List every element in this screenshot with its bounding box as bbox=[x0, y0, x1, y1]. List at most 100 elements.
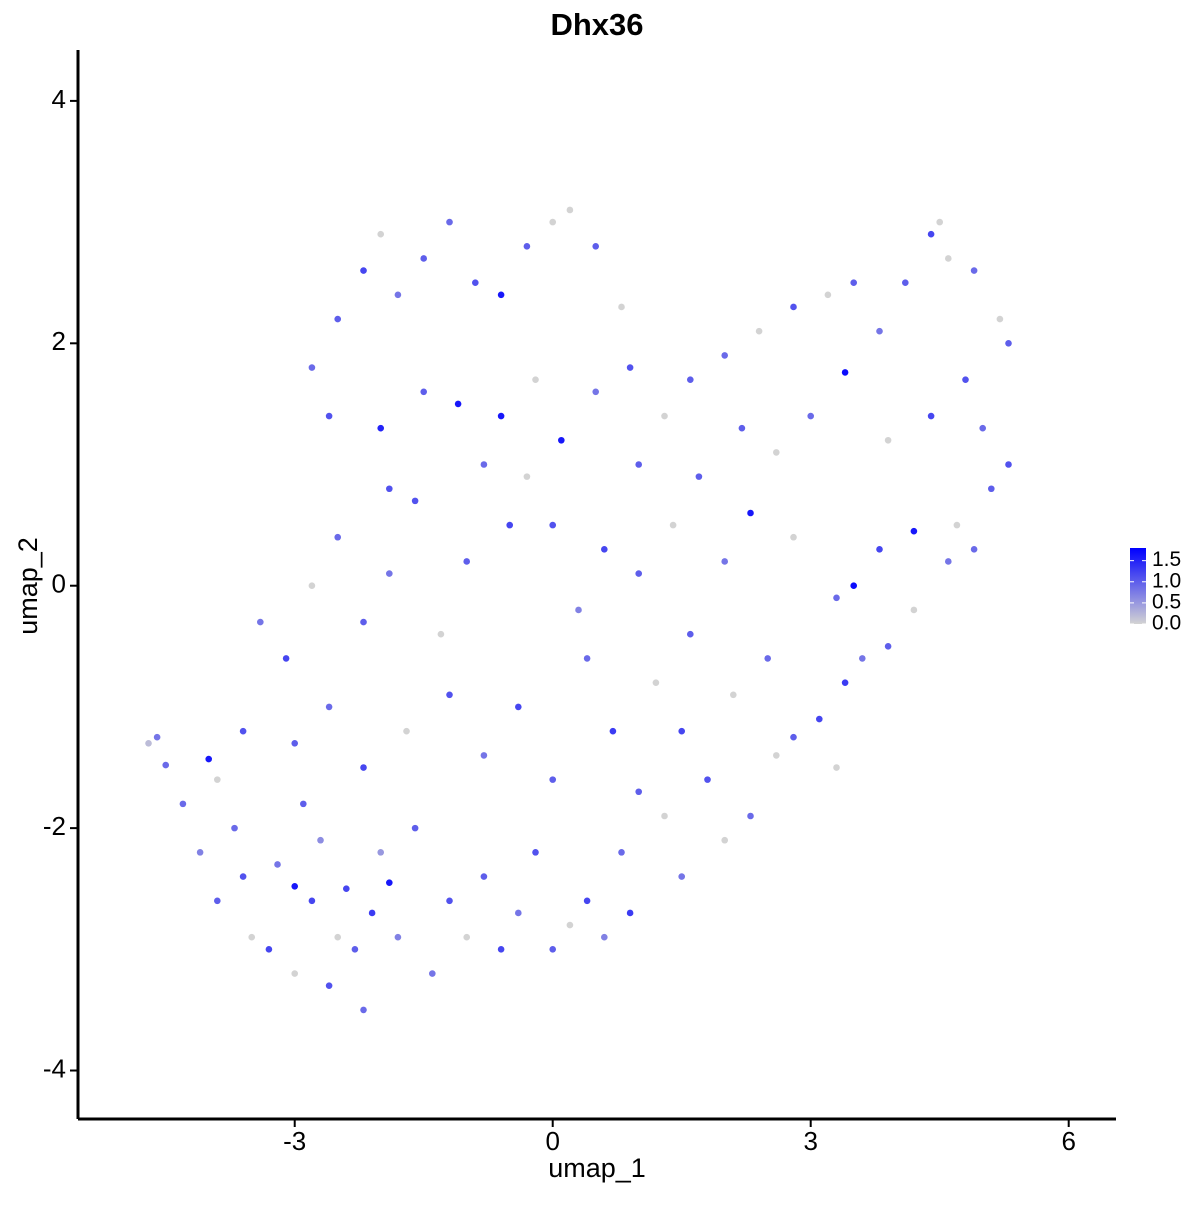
point bbox=[592, 388, 600, 396]
y-tick-label: -4 bbox=[43, 1053, 66, 1083]
point bbox=[953, 521, 961, 529]
point bbox=[549, 521, 557, 529]
point bbox=[626, 909, 634, 917]
colorbar-label: 0.0 bbox=[1152, 612, 1181, 635]
colorbar-label: 1.5 bbox=[1152, 548, 1181, 571]
y-tick-label: 4 bbox=[52, 84, 66, 114]
point bbox=[678, 873, 686, 880]
point bbox=[833, 764, 840, 771]
point bbox=[463, 933, 471, 941]
point bbox=[583, 897, 591, 905]
point bbox=[300, 800, 307, 808]
point bbox=[635, 461, 643, 468]
point bbox=[179, 800, 187, 808]
point bbox=[454, 400, 462, 408]
point bbox=[549, 946, 557, 953]
point bbox=[945, 255, 952, 262]
point bbox=[325, 703, 333, 711]
point bbox=[446, 897, 453, 905]
point bbox=[592, 243, 600, 250]
point bbox=[618, 849, 625, 856]
point bbox=[282, 655, 290, 662]
point bbox=[601, 933, 608, 941]
point bbox=[360, 267, 367, 274]
x-tick-label: -3 bbox=[283, 1126, 306, 1156]
chart-title: Dhx36 bbox=[550, 7, 643, 42]
point bbox=[738, 424, 746, 432]
point bbox=[927, 230, 935, 238]
point bbox=[661, 412, 668, 420]
point bbox=[446, 691, 453, 699]
point bbox=[291, 739, 299, 747]
point bbox=[927, 412, 935, 420]
point bbox=[549, 776, 557, 783]
point bbox=[386, 879, 393, 886]
point bbox=[609, 727, 617, 735]
colorbar-label: 0.5 bbox=[1152, 590, 1181, 613]
point bbox=[515, 909, 522, 917]
point bbox=[790, 303, 797, 311]
point bbox=[231, 824, 238, 832]
point bbox=[661, 812, 668, 820]
point bbox=[850, 582, 858, 590]
point bbox=[583, 655, 591, 662]
point bbox=[618, 303, 625, 311]
x-tick-label: 0 bbox=[545, 1126, 559, 1156]
point bbox=[566, 206, 574, 214]
point bbox=[910, 527, 918, 535]
point bbox=[962, 376, 969, 383]
point bbox=[988, 485, 995, 493]
point bbox=[351, 946, 359, 953]
y-axis-label: umap_2 bbox=[13, 537, 43, 635]
point bbox=[377, 424, 385, 432]
point bbox=[523, 243, 531, 250]
point bbox=[945, 558, 952, 565]
point bbox=[773, 449, 780, 456]
point bbox=[394, 291, 402, 299]
point bbox=[403, 727, 410, 735]
point bbox=[411, 824, 419, 832]
point bbox=[472, 279, 479, 287]
point bbox=[411, 497, 419, 505]
point bbox=[497, 946, 505, 953]
point bbox=[162, 761, 170, 769]
point bbox=[902, 279, 909, 287]
point bbox=[824, 291, 832, 299]
point bbox=[773, 752, 780, 759]
point bbox=[532, 376, 539, 383]
point bbox=[239, 873, 247, 880]
point bbox=[291, 882, 299, 890]
point bbox=[420, 255, 428, 262]
point bbox=[635, 788, 643, 796]
point bbox=[635, 570, 643, 577]
point bbox=[996, 315, 1004, 323]
colorbar bbox=[1130, 548, 1146, 624]
y-tick-label: 2 bbox=[52, 326, 66, 356]
point bbox=[790, 533, 797, 541]
point bbox=[291, 970, 299, 977]
x-tick-label: 6 bbox=[1061, 1126, 1075, 1156]
y-tick-label: -2 bbox=[43, 811, 66, 841]
point bbox=[910, 606, 918, 614]
point bbox=[368, 909, 376, 917]
point bbox=[601, 546, 608, 553]
point bbox=[394, 933, 402, 941]
point bbox=[687, 376, 694, 383]
point bbox=[308, 897, 316, 905]
point bbox=[859, 655, 866, 662]
point bbox=[755, 327, 763, 335]
point bbox=[429, 970, 436, 977]
point bbox=[205, 755, 213, 763]
point bbox=[153, 733, 161, 741]
point bbox=[437, 630, 445, 638]
point bbox=[790, 733, 797, 741]
point bbox=[515, 703, 522, 711]
point bbox=[532, 849, 539, 856]
point bbox=[747, 812, 754, 820]
point bbox=[386, 570, 393, 577]
point bbox=[343, 885, 350, 893]
point bbox=[687, 630, 694, 638]
point bbox=[274, 861, 281, 868]
point bbox=[721, 352, 729, 359]
